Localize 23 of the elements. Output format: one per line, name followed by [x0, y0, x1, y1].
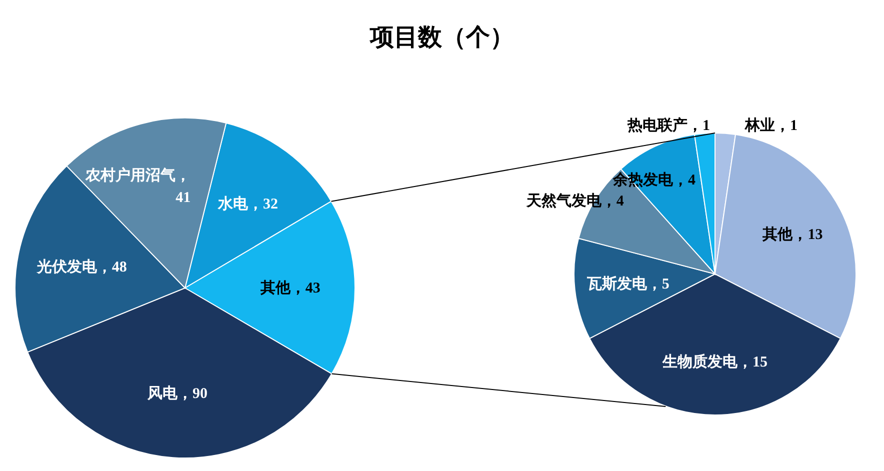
slice-label: 光伏发电 [36, 258, 98, 276]
data-label: ，32 [248, 196, 278, 212]
data-label: ，43 [290, 280, 320, 297]
data-label: ， 41 [176, 168, 191, 206]
slice-label: 其他 [762, 226, 794, 244]
data-label: ，1 [775, 118, 798, 134]
data-label: ，4 [672, 172, 696, 189]
data-label: ，48 [96, 259, 127, 276]
data-label: ，90 [178, 386, 208, 402]
slice-label: 风电 [146, 385, 179, 402]
slice-label: 农村户用沼气 [84, 166, 176, 184]
slice-label: 水电 [216, 195, 249, 212]
slice-label: 林业 [744, 117, 775, 134]
data-label: ，4 [601, 194, 624, 210]
text: 项目数（个） [369, 24, 514, 51]
data-label: ，5 [646, 276, 670, 293]
slice-label: 其他 [259, 280, 292, 297]
data-label: ，13 [792, 227, 823, 244]
data-label: ，1 [688, 118, 710, 134]
data-label: ，15 [738, 354, 768, 370]
slice-label: 生物质发电 [662, 353, 738, 370]
slice-label: 瓦斯发电 [586, 276, 648, 293]
slice-label: 热电联产 [626, 117, 688, 134]
